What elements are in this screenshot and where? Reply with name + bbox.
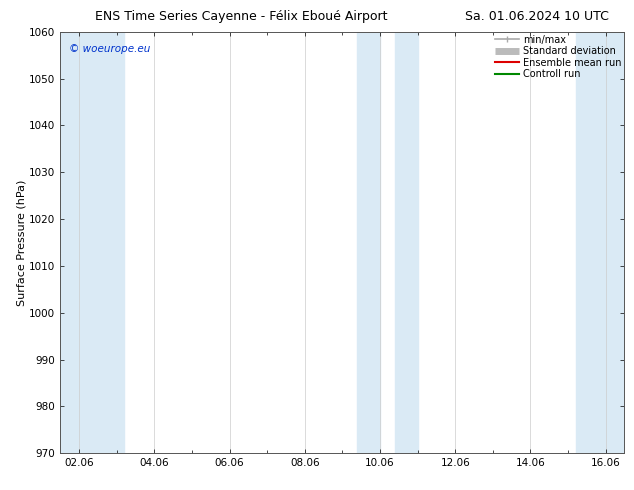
Legend: min/max, Standard deviation, Ensemble mean run, Controll run: min/max, Standard deviation, Ensemble me…	[494, 34, 623, 80]
Y-axis label: Surface Pressure (hPa): Surface Pressure (hPa)	[16, 179, 27, 306]
Text: © woeurope.eu: © woeurope.eu	[68, 45, 150, 54]
Bar	[576, 32, 624, 453]
Bar	[60, 32, 124, 453]
Bar	[358, 32, 380, 453]
Bar	[395, 32, 418, 453]
Text: ENS Time Series Cayenne - Félix Eboué Airport: ENS Time Series Cayenne - Félix Eboué Ai…	[94, 10, 387, 24]
Text: Sa. 01.06.2024 10 UTC: Sa. 01.06.2024 10 UTC	[465, 10, 609, 24]
